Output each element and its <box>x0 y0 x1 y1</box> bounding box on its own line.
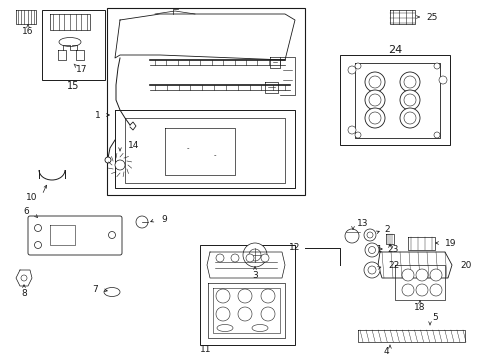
Circle shape <box>402 269 414 281</box>
Text: 2: 2 <box>384 225 390 234</box>
Circle shape <box>355 63 361 69</box>
Text: 9: 9 <box>161 215 167 224</box>
Text: 12: 12 <box>289 243 300 252</box>
Circle shape <box>231 254 239 262</box>
Circle shape <box>105 157 111 163</box>
Circle shape <box>404 94 416 106</box>
Circle shape <box>365 72 385 92</box>
Text: 13: 13 <box>357 219 368 228</box>
Circle shape <box>369 94 381 106</box>
Circle shape <box>364 262 380 278</box>
Text: 10: 10 <box>26 194 38 202</box>
Ellipse shape <box>252 324 268 332</box>
Circle shape <box>261 307 275 321</box>
Text: 23: 23 <box>387 244 398 253</box>
Circle shape <box>369 76 381 88</box>
Polygon shape <box>378 252 452 278</box>
Text: -: - <box>214 152 216 158</box>
Text: -: - <box>187 145 189 151</box>
Circle shape <box>249 249 261 261</box>
Bar <box>42 10 105 80</box>
FancyBboxPatch shape <box>28 216 122 255</box>
Circle shape <box>416 269 428 281</box>
Circle shape <box>365 243 379 257</box>
Circle shape <box>404 76 416 88</box>
Circle shape <box>34 242 42 248</box>
Text: 14: 14 <box>128 140 139 149</box>
Circle shape <box>365 108 385 128</box>
Circle shape <box>216 254 224 262</box>
Text: 11: 11 <box>200 346 212 355</box>
Text: 24: 24 <box>388 45 402 55</box>
Text: 20: 20 <box>460 261 471 270</box>
Text: 4: 4 <box>383 347 389 356</box>
Circle shape <box>365 90 385 110</box>
Circle shape <box>115 160 125 170</box>
Circle shape <box>369 112 381 124</box>
Circle shape <box>439 76 447 84</box>
Circle shape <box>355 132 361 138</box>
Text: 5: 5 <box>432 314 438 323</box>
Text: 15: 15 <box>67 81 79 91</box>
Text: 6: 6 <box>23 207 29 216</box>
Circle shape <box>368 266 376 274</box>
Text: 21: 21 <box>371 246 383 255</box>
Circle shape <box>400 108 420 128</box>
Circle shape <box>416 284 428 296</box>
Text: 8: 8 <box>21 288 27 297</box>
Circle shape <box>136 216 148 228</box>
Circle shape <box>404 112 416 124</box>
Text: 7: 7 <box>92 284 98 293</box>
Text: 3: 3 <box>252 270 258 279</box>
Circle shape <box>434 63 440 69</box>
Circle shape <box>34 225 42 231</box>
Ellipse shape <box>104 288 120 297</box>
Circle shape <box>368 247 375 253</box>
Bar <box>107 8 305 195</box>
Text: 19: 19 <box>445 238 457 248</box>
Text: 22: 22 <box>388 261 399 270</box>
Circle shape <box>430 284 442 296</box>
Circle shape <box>367 232 373 238</box>
Ellipse shape <box>59 37 81 46</box>
Circle shape <box>238 289 252 303</box>
Text: 25: 25 <box>426 13 438 22</box>
Text: 1: 1 <box>95 111 101 120</box>
Bar <box>200 245 295 345</box>
Circle shape <box>21 275 27 281</box>
Circle shape <box>261 289 275 303</box>
Circle shape <box>246 254 254 262</box>
Circle shape <box>434 132 440 138</box>
Text: 18: 18 <box>414 303 426 312</box>
Text: 17: 17 <box>76 66 88 75</box>
Circle shape <box>348 66 356 74</box>
Circle shape <box>430 269 442 281</box>
Text: 16: 16 <box>22 27 34 36</box>
Circle shape <box>261 254 269 262</box>
Circle shape <box>402 284 414 296</box>
Circle shape <box>243 243 267 267</box>
Circle shape <box>345 229 359 243</box>
Circle shape <box>364 229 376 241</box>
Circle shape <box>216 289 230 303</box>
Circle shape <box>400 72 420 92</box>
Circle shape <box>108 231 116 238</box>
Circle shape <box>348 126 356 134</box>
Circle shape <box>400 90 420 110</box>
Circle shape <box>238 307 252 321</box>
Ellipse shape <box>217 324 233 332</box>
Circle shape <box>216 307 230 321</box>
Bar <box>340 55 450 145</box>
